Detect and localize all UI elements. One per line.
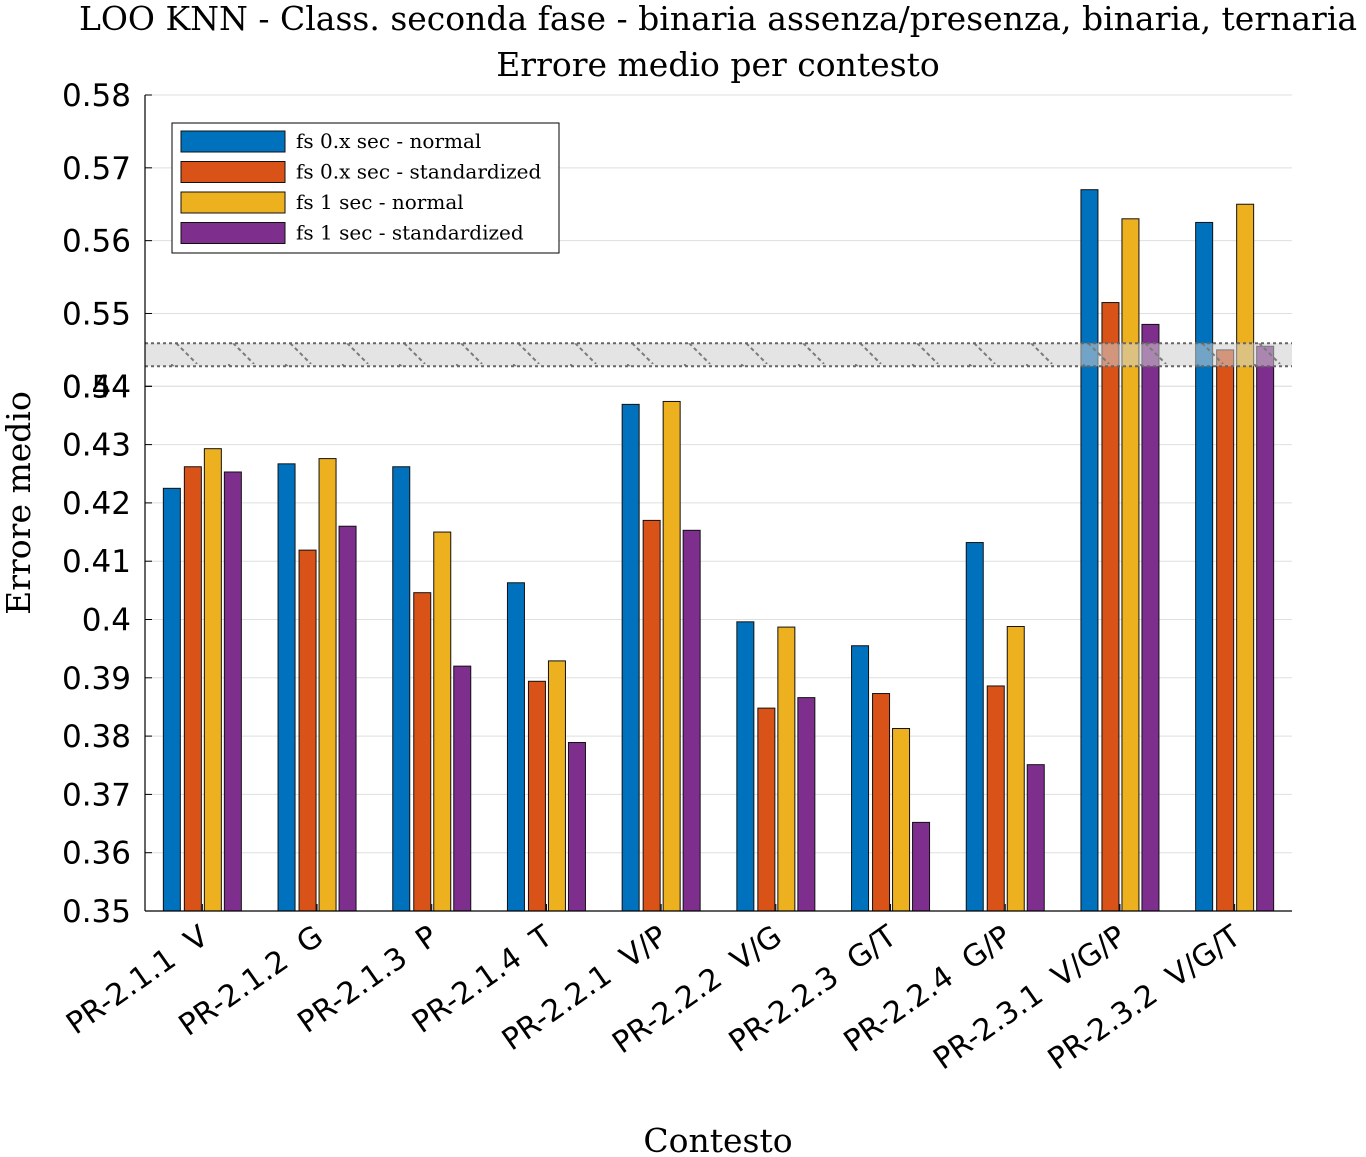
bar (318, 458, 337, 912)
y-tick-label: 0.4 (82, 603, 131, 639)
bar (1006, 625, 1025, 912)
y-tick-label: 0.43 (62, 428, 131, 464)
y-tick-labels: 0.350.360.370.380.390.40.410.420.430.440… (62, 78, 152, 930)
x-tick-labels: PR-2.1.1 VPR-2.1.2 GPR-2.1.3 PPR-2.1.4 T… (60, 904, 1248, 1077)
bar (797, 697, 816, 912)
legend-label: fs 0.x sec - standardized (296, 160, 541, 184)
legend-swatch (180, 130, 286, 153)
bar (662, 400, 681, 912)
bar (736, 621, 755, 912)
axes (144, 95, 1292, 912)
y-tick-label: 0.42 (62, 486, 131, 522)
bar (547, 660, 566, 912)
y-tick-label: 0.37 (62, 777, 131, 813)
bar (338, 525, 357, 912)
bars (162, 189, 1275, 912)
y-tick-label: 0.58 (62, 78, 131, 114)
bar (527, 680, 546, 912)
legend-label: fs 0.x sec - normal (296, 129, 481, 153)
x-axis-title: Contesto (643, 1121, 792, 1157)
y-tick-label: 0.55 (62, 296, 131, 332)
bar (1216, 349, 1235, 912)
x-tick-label: PR-2.3.1 V/G/P (927, 919, 1132, 1077)
bar (506, 582, 525, 912)
y-axis-title: Errore medio (0, 391, 38, 615)
bar (277, 463, 296, 912)
legend-label: fs 1 sec - standardized (296, 221, 524, 245)
bar (965, 542, 984, 912)
bar (1101, 302, 1120, 912)
bar (777, 626, 796, 912)
bar (986, 685, 1005, 912)
y-tick-label: 0.36 (62, 836, 131, 872)
y-tick-label: 0.54 (62, 369, 131, 405)
axis-break (145, 342, 1292, 368)
bar (1141, 323, 1160, 912)
bar (567, 742, 586, 912)
bar (757, 707, 776, 912)
bar (912, 821, 931, 912)
y-tick-label: 0.44 (62, 369, 131, 405)
y-tick-label: 0.35 (62, 894, 131, 930)
chart-title: LOO KNN - Class. seconda fase - binaria … (79, 0, 1357, 38)
legend: fs 0.x sec - normal fs 0.x sec - standard… (171, 122, 560, 254)
bar (1121, 218, 1140, 912)
y-tick-label: 0.57 (62, 151, 131, 187)
y-tick-label: 0.38 (62, 719, 131, 755)
x-tick-label: PR-2.3.2 V/G/T (1042, 918, 1248, 1077)
bar (183, 466, 202, 912)
axis-break-hatch (145, 343, 1292, 367)
bar (433, 531, 452, 912)
legend-swatch (180, 161, 286, 183)
bar (682, 529, 701, 912)
bar (298, 549, 317, 912)
bar (223, 471, 242, 912)
bar (162, 487, 181, 912)
bar (392, 466, 411, 912)
y-tick-label: 0.41 (62, 544, 131, 580)
bar (1080, 189, 1099, 912)
y-tick-label: 0.39 (62, 661, 131, 697)
bar (892, 728, 911, 912)
bar (1236, 203, 1255, 912)
bar (851, 645, 870, 912)
bar (203, 448, 222, 912)
legend-swatch (180, 191, 286, 214)
bar (1026, 764, 1045, 912)
legend-label: fs 1 sec - normal (296, 190, 464, 214)
bar (453, 665, 472, 912)
bar (872, 693, 891, 912)
y-tick-label: 0.56 (62, 224, 131, 260)
bar (413, 592, 432, 912)
bar (1256, 345, 1275, 912)
bar (1195, 221, 1214, 912)
bar (621, 403, 640, 912)
chart-subtitle: Errore medio per contesto (496, 45, 940, 84)
bar (642, 519, 661, 912)
legend-swatch (180, 222, 286, 244)
